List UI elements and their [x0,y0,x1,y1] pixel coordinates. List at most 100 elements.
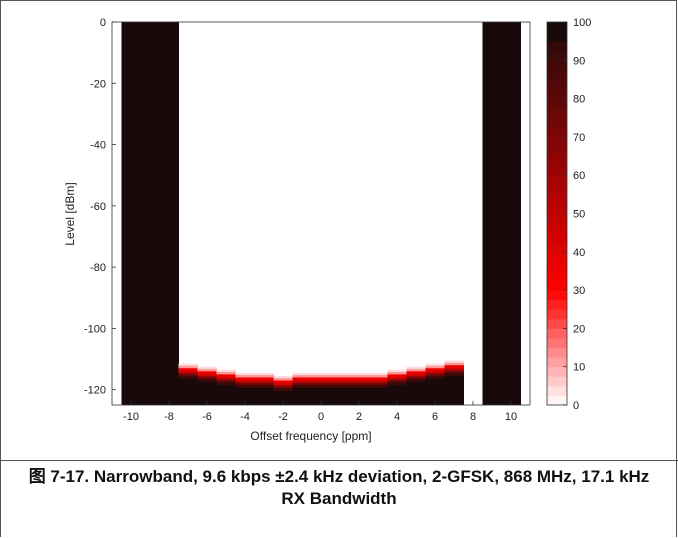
colorbar-segment [547,213,567,224]
colorbar-segment [547,232,567,243]
heatmap-cell [425,370,445,374]
heatmap-cell [311,382,331,386]
heatmap-cell [216,379,236,383]
heatmap-cell [254,374,274,379]
heatmap-column [159,22,179,405]
heatmap-cell [197,376,217,380]
heatmap-cell [330,384,350,388]
heatmap-cell [406,366,426,370]
colorbar-segment [547,337,567,349]
caption-text: Narrowband, 9.6 kbps ±2.4 kHz deviation,… [93,467,650,508]
heatmap-cell [178,373,198,377]
x-axis-label: Offset frequency [ppm] [250,429,371,443]
heatmap-cell [349,382,369,386]
heatmap-cell [387,374,407,378]
colorbar-segment [547,165,567,176]
colorbar-tick-label: 60 [573,170,585,182]
heatmap-cell [444,372,464,376]
heatmap-cell [178,375,198,379]
heatmap-column [121,22,141,405]
colorbar-segment [547,309,567,320]
heatmap-cell [311,386,331,405]
y-tick-label: -60 [90,201,106,213]
heatmap-cell [425,368,445,372]
heatmap-cell [368,384,388,388]
heatmap-cell [235,386,255,405]
heatmap-cell [387,381,407,385]
x-tick-label: 4 [394,411,400,423]
colorbar-segment [547,136,567,147]
heatmap-cell [292,386,312,405]
colorbar-segment [547,270,567,282]
figure-caption: 图 7-17. Narrowband, 9.6 kbps ±2.4 kHz de… [0,466,678,510]
colorbar-segment [547,156,567,167]
heatmap-cell [387,376,407,381]
heatmap-cell [292,379,312,384]
heatmap-cell [178,365,198,369]
heatmap-cell [273,385,293,389]
heatmap-cell [368,372,388,377]
colorbar-segment [547,98,567,109]
colorbar-tick-label: 50 [573,209,585,221]
colorbar-segment [547,50,567,61]
heatmap-cell [368,377,388,381]
heatmap-cell [254,377,274,381]
colorbar-segment [547,280,567,291]
colorbar-segment [547,261,567,272]
heatmap-cell [197,371,217,375]
colorbar-segment [547,242,567,253]
heatmap-cell [368,386,388,405]
heatmap-cell [311,377,331,381]
heatmap-cell [178,370,198,374]
heatmap-cell [273,378,293,382]
heatmap-cell [216,376,236,381]
colorbar-segment [547,347,567,358]
heatmap-cell [349,372,369,377]
axes: -10 -8 -6 -4 -2 0 2 4 6 8 100-20-40-60-80-100-120 [84,17,531,423]
y-tick-label: -20 [90,78,106,90]
colorbar-segment [547,79,567,90]
colorbar-segment [547,31,567,42]
heatmap-cell [406,376,426,380]
heatmap-cell [425,363,445,367]
colorbar-segment [547,290,567,301]
colorbar: 0 10 20 30 40 50 60 70 80 90 100 [546,17,591,412]
heatmap-cell [254,382,274,386]
y-tick-label: -100 [84,323,106,335]
colorbar-segment [547,299,567,310]
heatmap-cell [178,377,198,405]
heatmap-cell [406,378,426,382]
y-tick-label: -120 [84,385,106,397]
heatmap-cell [387,383,407,405]
x-tick-label: -8 [164,411,174,423]
y-tick-label: -80 [90,262,106,274]
heatmap-cell [254,372,274,377]
heatmap-cell [330,374,350,379]
heatmap-cell [330,379,350,384]
colorbar-segment [547,251,567,262]
heatmap-cell [330,386,350,405]
heatmap-column [501,22,521,405]
heatmap-column [482,22,502,405]
heatmap-cell [292,384,312,388]
colorbar-segment [547,184,567,195]
heatmap-cell [311,374,331,379]
heatmap-cell [216,369,236,373]
colorbar-segment [547,366,567,377]
heatmap-cell [254,379,274,384]
heatmap-cell [178,363,198,367]
heatmap-cell [216,381,236,385]
y-tick-label: -40 [90,140,106,152]
heatmap-cell [197,368,217,373]
heatmap-cell [235,372,255,377]
heatmap-cell [216,371,236,376]
x-tick-label: -2 [278,411,288,423]
colorbar-tick-label: 30 [573,285,585,297]
heatmap-cell [235,379,255,384]
x-tick-label: 6 [432,411,438,423]
heatmap-cell [406,380,426,405]
caption-prefix: 图 7-17. [28,467,90,486]
heatmap-cell [273,375,293,380]
heatmap-cell [387,379,407,383]
